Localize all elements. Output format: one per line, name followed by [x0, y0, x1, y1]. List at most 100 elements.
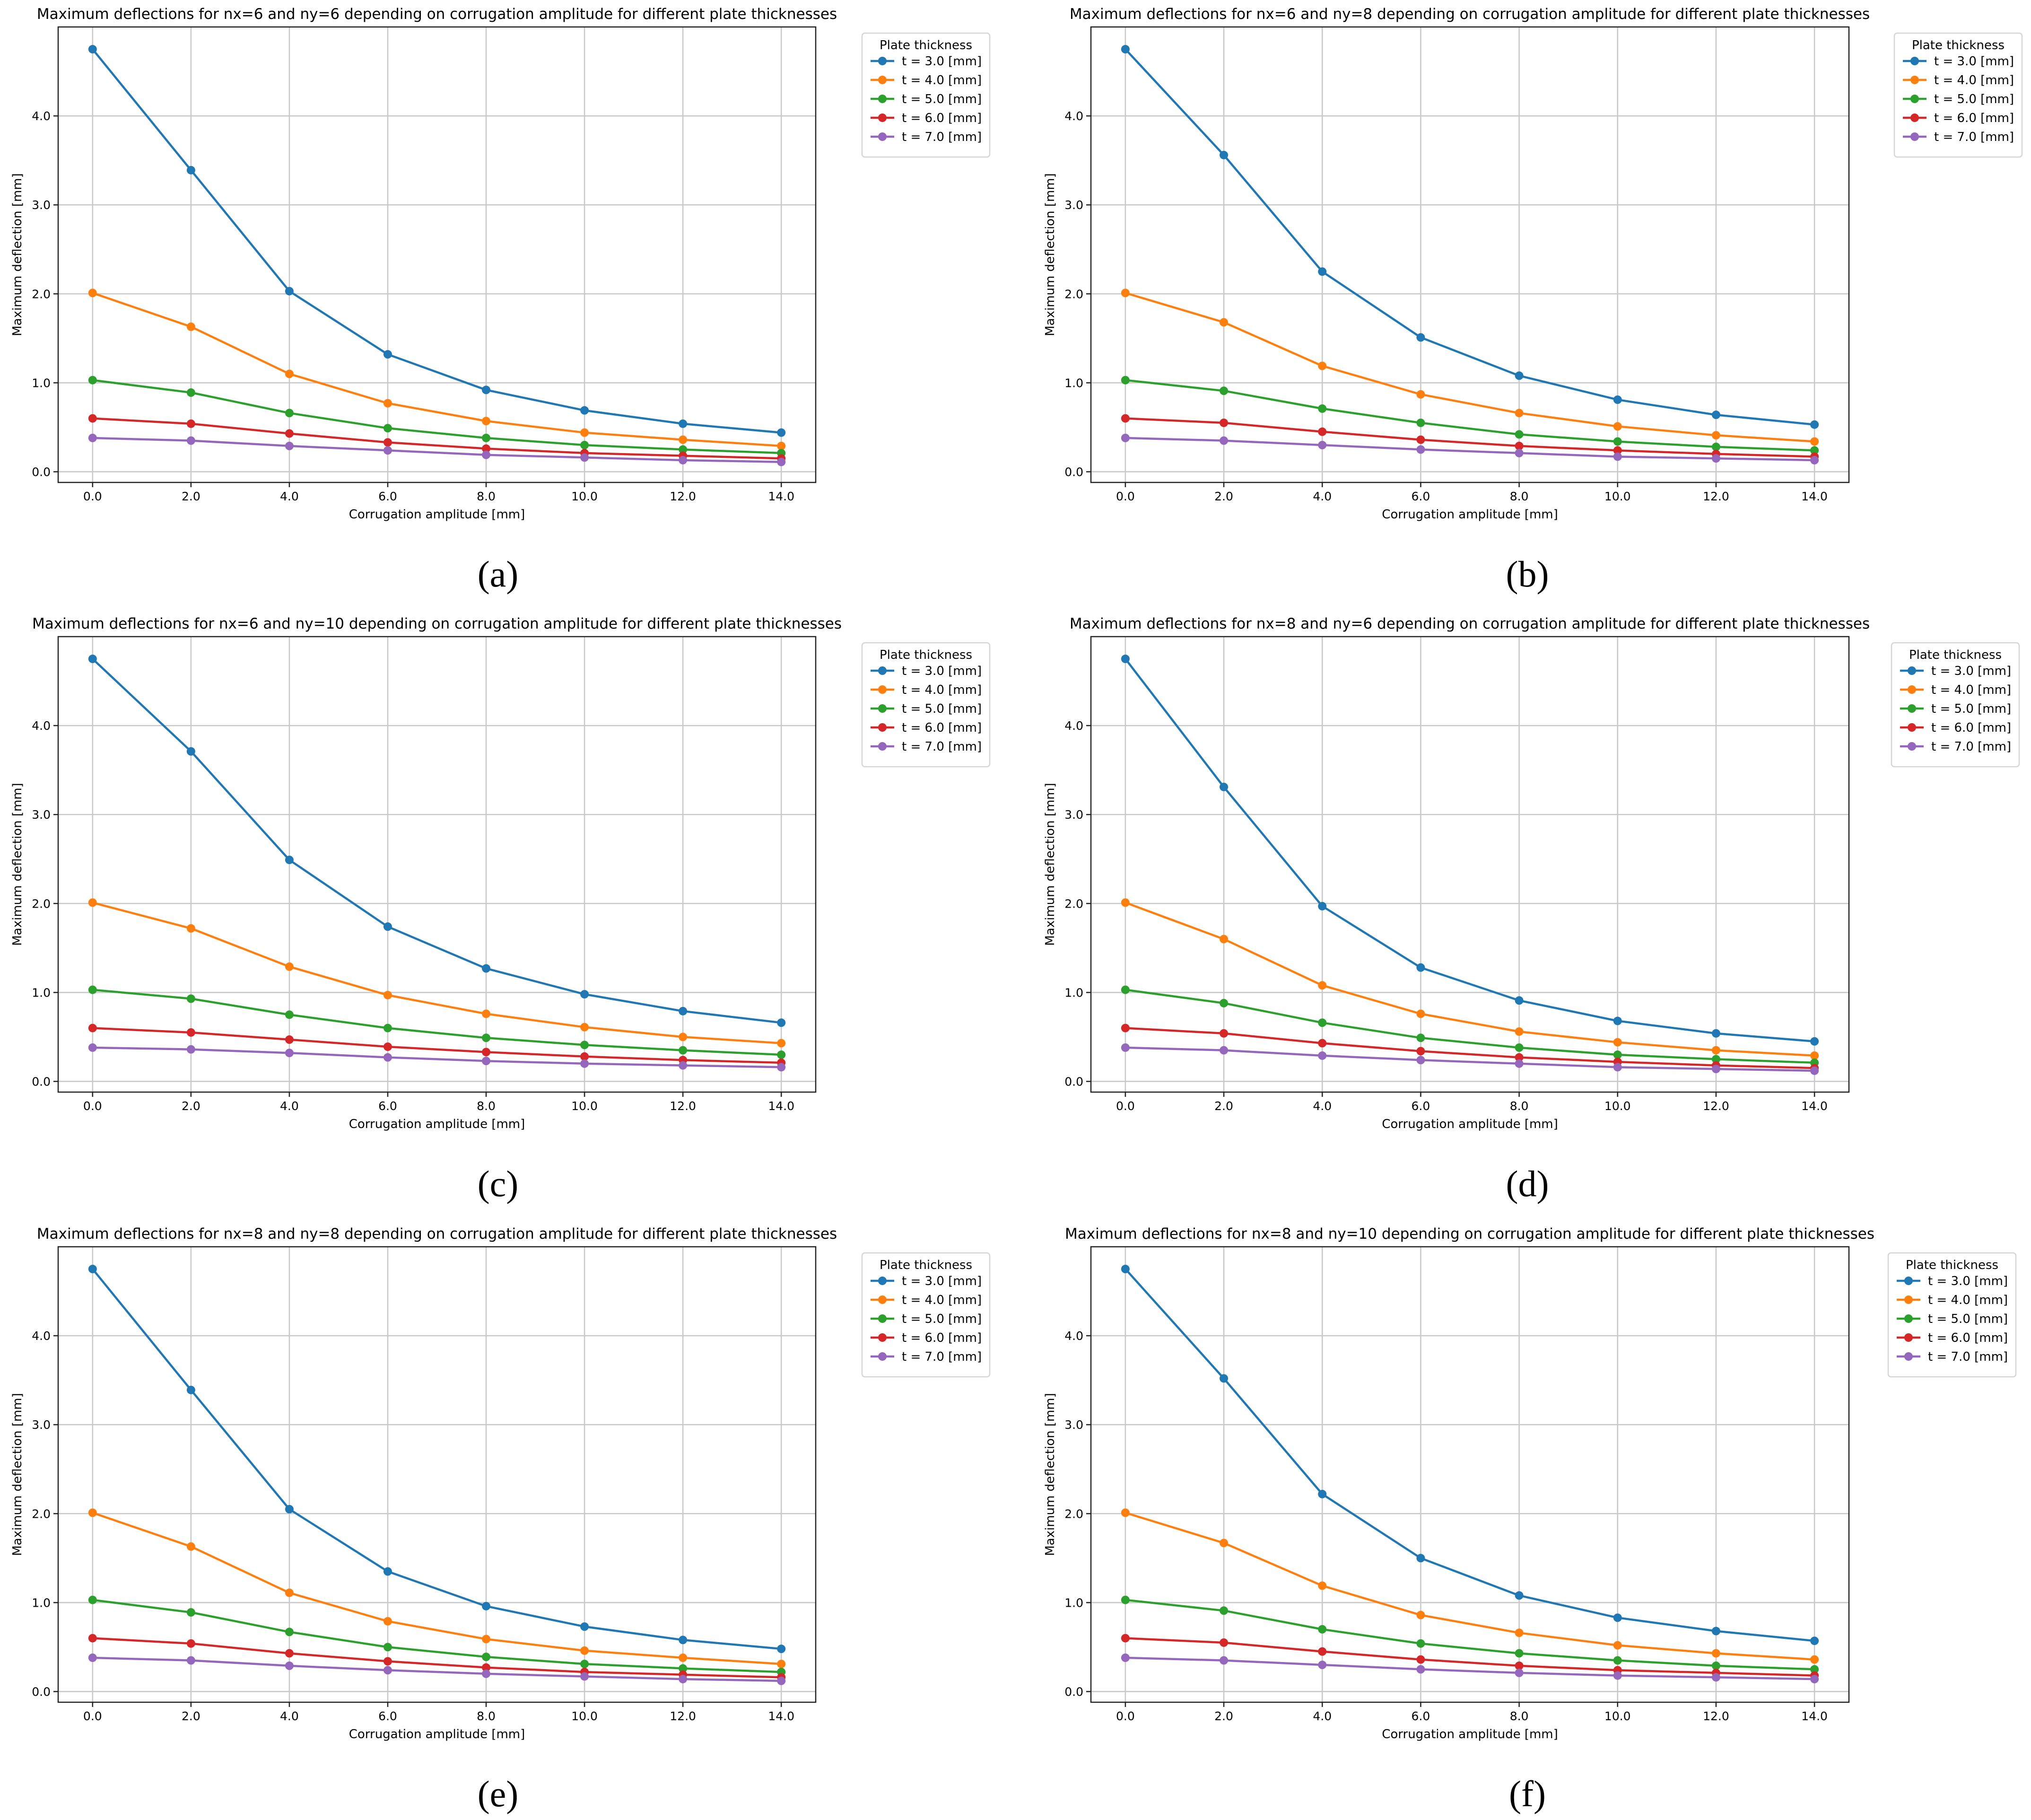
data-point: [186, 166, 195, 175]
data-point: [1318, 981, 1327, 990]
x-tick-label: 6.0: [1412, 1709, 1430, 1723]
data-point: [186, 1045, 195, 1054]
x-tick-label: 14.0: [768, 1099, 794, 1113]
data-point: [1121, 433, 1130, 442]
x-tick-label: 12.0: [670, 1099, 696, 1113]
legend-swatch-marker: [1904, 1314, 1913, 1323]
data-point: [88, 289, 97, 298]
chart-title: Maximum deflections for nx=8 and ny=10 d…: [1065, 1225, 1874, 1242]
series-line-1: [1124, 1268, 1815, 1642]
data-point: [383, 399, 392, 408]
legend-swatch-marker: [878, 1352, 887, 1361]
data-point: [1416, 390, 1425, 399]
data-point: [777, 1063, 786, 1072]
data-point: [580, 1646, 589, 1655]
y-axis-label: Maximum deflection [mm]: [1043, 173, 1057, 336]
series-line-4: [1125, 1637, 1815, 1677]
data-point: [777, 441, 786, 450]
legend-swatch-marker: [878, 57, 887, 65]
data-point: [1318, 1039, 1327, 1048]
data-point: [1220, 1029, 1229, 1038]
x-tick-label: 6.0: [378, 490, 397, 503]
data-point: [1613, 1671, 1622, 1680]
data-point: [1121, 1043, 1130, 1052]
legend-swatch-marker: [1908, 685, 1916, 694]
data-point: [1515, 1649, 1524, 1658]
data-point: [580, 406, 589, 415]
x-tick-label: 0.0: [1116, 1709, 1135, 1723]
x-tick-label: 10.0: [1604, 1099, 1631, 1113]
y-tick-label: 2.0: [1064, 897, 1083, 910]
data-point: [383, 1567, 392, 1576]
data-point: [679, 1061, 688, 1070]
series-line-4: [92, 1027, 782, 1064]
legend-box: [1893, 32, 2023, 158]
data-point: [285, 1505, 294, 1514]
legend-entry: t = 5.0 [mm]: [902, 92, 982, 106]
data-point: [1711, 1627, 1720, 1636]
chart-panel-6: Maximum deflections for nx=8 and ny=10 d…: [1043, 1225, 2017, 1814]
x-tick-label: 0.0: [83, 1709, 102, 1723]
data-point: [1515, 1043, 1524, 1052]
data-point: [580, 1660, 589, 1669]
y-tick-label: 0.0: [32, 465, 51, 479]
data-point: [482, 1669, 491, 1678]
legend-swatch-marker: [878, 76, 887, 84]
data-point: [1416, 435, 1425, 444]
data-point: [88, 433, 97, 442]
data-point: [186, 1542, 195, 1551]
y-tick-label: 0.0: [32, 1685, 51, 1698]
data-point: [285, 962, 294, 971]
data-point: [1515, 1628, 1524, 1637]
legend-entry: t = 7.0 [mm]: [902, 1350, 982, 1364]
legend-swatch-marker: [1904, 1333, 1913, 1342]
x-tick-label: 4.0: [280, 1709, 299, 1723]
data-point: [1220, 318, 1229, 327]
data-point: [679, 1664, 688, 1673]
data-point: [383, 1657, 392, 1666]
y-tick-label: 3.0: [1064, 1418, 1083, 1432]
legend-swatch-marker: [1904, 1352, 1913, 1361]
data-point: [186, 1028, 195, 1037]
y-tick-label: 1.0: [1064, 1596, 1083, 1610]
data-point: [88, 1508, 97, 1517]
data-point: [1318, 1647, 1327, 1656]
data-point: [1318, 441, 1327, 450]
data-point: [679, 455, 688, 464]
y-tick-label: 2.0: [32, 287, 51, 301]
data-point: [186, 1608, 195, 1617]
x-tick-label: 4.0: [1313, 490, 1332, 503]
legend-entry: t = 7.0 [mm]: [1928, 1350, 2008, 1364]
data-point: [88, 1595, 97, 1604]
data-point: [1515, 441, 1524, 450]
data-point: [580, 1622, 589, 1631]
data-point: [1613, 437, 1622, 446]
data-point: [1318, 1625, 1327, 1634]
data-point: [1711, 442, 1720, 451]
data-point: [285, 369, 294, 378]
x-tick-label: 12.0: [1703, 1099, 1729, 1113]
data-point: [383, 1617, 392, 1626]
legend-title: Plate thickness: [1909, 648, 2002, 662]
x-tick-label: 4.0: [1313, 1099, 1332, 1113]
x-axis-label: Corrugation amplitude [mm]: [349, 1727, 525, 1741]
data-point: [1121, 655, 1130, 664]
data-point: [679, 435, 688, 444]
data-point: [1810, 1636, 1819, 1645]
x-tick-label: 0.0: [83, 490, 102, 503]
data-point: [1416, 1047, 1425, 1056]
data-point: [1220, 1539, 1229, 1548]
legend-entry: t = 6.0 [mm]: [1931, 721, 2011, 735]
data-point: [1318, 267, 1327, 276]
legend-entry: t = 3.0 [mm]: [1928, 1274, 2008, 1288]
x-tick-label: 4.0: [1313, 1709, 1332, 1723]
data-point: [482, 1033, 491, 1042]
legend-box: [1887, 1252, 2017, 1378]
data-point: [1613, 1016, 1622, 1025]
data-point: [1121, 1265, 1130, 1274]
data-point: [679, 1032, 688, 1041]
data-point: [1711, 431, 1720, 440]
axes-frame: [1090, 26, 1850, 483]
data-point: [1220, 935, 1229, 944]
